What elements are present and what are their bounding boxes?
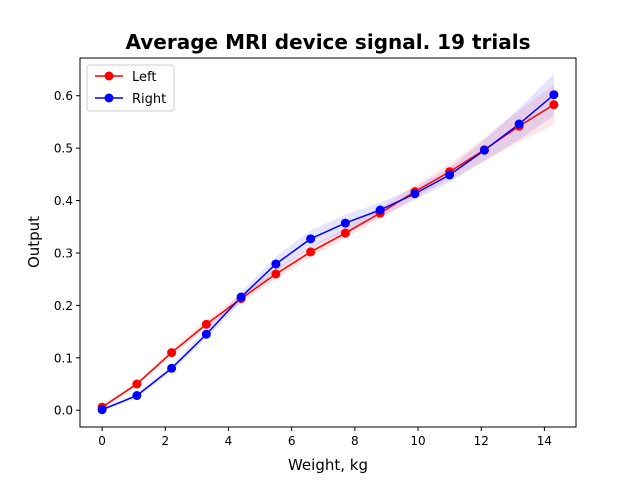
band-left	[102, 84, 554, 410]
x-tick-label: 2	[161, 434, 169, 448]
x-tick-label: 0	[98, 434, 106, 448]
line-right	[101, 94, 555, 411]
point-left	[271, 269, 281, 279]
y-tick-label: 0.1	[54, 351, 73, 365]
point-left	[549, 100, 559, 110]
point-right	[375, 205, 385, 215]
line-left	[101, 104, 555, 408]
x-tick-label: 6	[288, 434, 296, 448]
series-lines	[101, 94, 555, 411]
x-tick-label: 14	[537, 434, 552, 448]
point-right	[201, 329, 211, 339]
x-axis-ticks: 0 2 4 6 8 10 12 14	[98, 427, 552, 448]
point-right	[236, 292, 246, 302]
point-left	[167, 348, 177, 358]
point-right	[445, 170, 455, 180]
x-tick-label: 10	[410, 434, 425, 448]
y-tick-label: 0.2	[54, 299, 73, 313]
legend: Left Right	[86, 64, 175, 112]
chart-title: Average MRI device signal. 19 trials	[126, 30, 531, 54]
point-right	[549, 90, 559, 100]
series-points	[97, 90, 559, 415]
point-right	[167, 363, 177, 373]
point-right	[306, 234, 316, 244]
band-right	[102, 73, 554, 412]
point-left	[306, 247, 316, 257]
point-right	[132, 391, 142, 401]
y-tick-label: 0.3	[54, 246, 73, 260]
y-axis-ticks: 0.0 0.1 0.2 0.3 0.4 0.5 0.6	[54, 89, 80, 418]
x-tick-label: 4	[225, 434, 233, 448]
x-tick-label: 12	[474, 434, 489, 448]
y-tick-label: 0.0	[54, 404, 73, 418]
point-right	[340, 218, 350, 228]
plot-area	[97, 73, 559, 415]
legend-right-label: Right	[132, 92, 166, 107]
point-left	[201, 319, 211, 329]
point-right	[479, 145, 489, 155]
point-right	[410, 189, 420, 199]
y-tick-label: 0.6	[54, 89, 73, 103]
confidence-bands	[102, 73, 554, 412]
y-tick-label: 0.5	[54, 142, 73, 156]
legend-left-label: Left	[132, 70, 156, 85]
point-left	[132, 379, 142, 389]
point-right	[97, 405, 107, 415]
legend-right-marker	[104, 93, 114, 103]
y-tick-label: 0.4	[54, 194, 73, 208]
y-axis-label: Output	[25, 216, 43, 268]
point-right	[514, 119, 524, 129]
point-right	[271, 259, 281, 269]
x-axis-label: Weight, kg	[288, 456, 368, 474]
point-left	[340, 228, 350, 238]
plot-frame	[79, 57, 577, 428]
x-tick-label: 8	[351, 434, 359, 448]
legend-left-marker	[104, 71, 114, 81]
